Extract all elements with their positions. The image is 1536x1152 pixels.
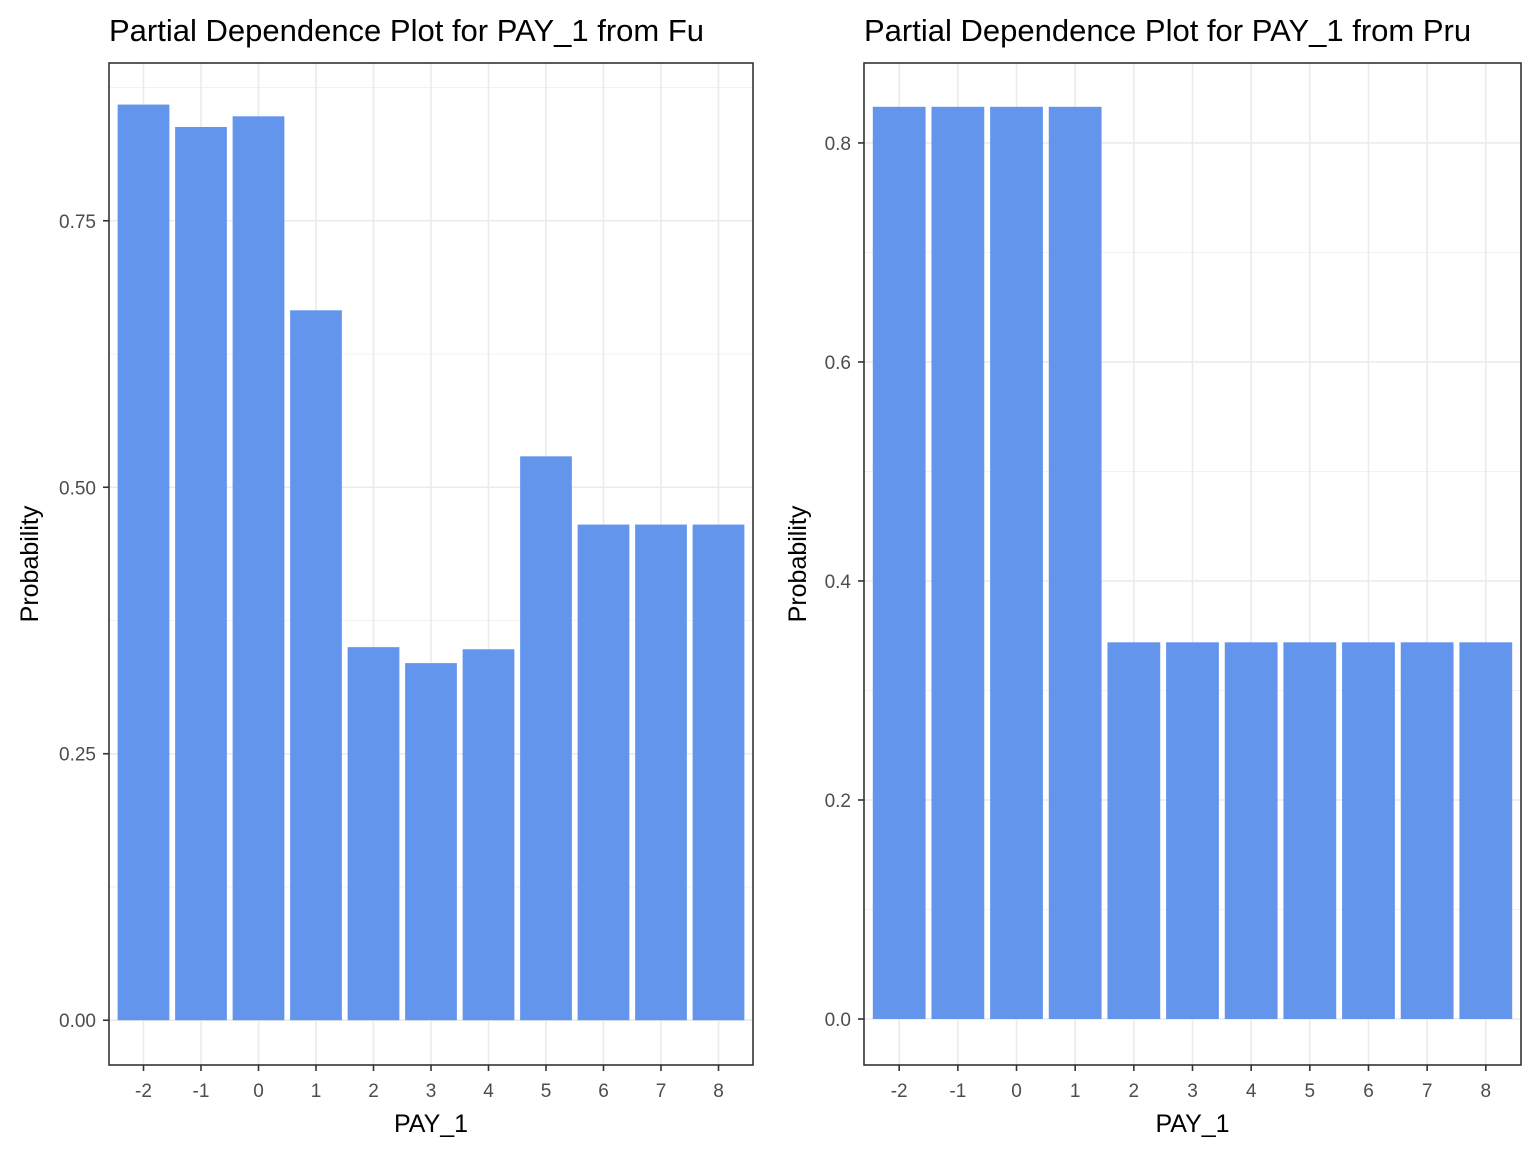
x-tick-label: 7: [656, 1081, 667, 1102]
bar-3: [1166, 642, 1219, 1020]
bar-6: [1342, 642, 1395, 1020]
x-tick-label: 4: [483, 1081, 494, 1102]
x-tick-label: 8: [1481, 1081, 1492, 1102]
y-tick-label: 0.50: [59, 478, 96, 499]
x-tick-label: 3: [1187, 1081, 1198, 1102]
bar--2: [117, 104, 170, 1021]
y-tick-label: 0.25: [59, 745, 96, 766]
chart-panel-fu: 0.00 0.25 0.50 0.75 -2 -1 0 1 2 3 4 5 6 7 8 PAY_1 Probab…: [16, 13, 754, 1138]
x-tick-label: 6: [598, 1081, 609, 1102]
x-tick-label: -1: [193, 1081, 210, 1102]
bar-2: [347, 647, 400, 1021]
y-axis-label: Probability: [16, 505, 44, 622]
x-tick-label: 5: [541, 1081, 552, 1102]
x-tick-label: -2: [891, 1081, 908, 1102]
bar-0: [232, 116, 285, 1021]
bar--1: [175, 126, 227, 1021]
x-tick-label: 1: [1070, 1081, 1081, 1102]
chart-title: Partial Dependence Plot for PAY_1 from F…: [109, 13, 704, 48]
bar-5: [520, 456, 572, 1021]
y-tick-label: 0.8: [825, 134, 851, 155]
bar-8: [692, 524, 745, 1021]
y-tick-label: 0.0: [825, 1010, 851, 1031]
y-tick-label: 0.2: [825, 791, 851, 812]
y-tick-label: 0.6: [825, 353, 851, 374]
bar-6: [577, 524, 630, 1021]
x-tick-label: -1: [949, 1081, 966, 1102]
bar--1: [931, 106, 985, 1020]
x-tick-label: 7: [1422, 1081, 1433, 1102]
x-tick-label: 3: [426, 1081, 437, 1102]
x-tick-label: 5: [1305, 1081, 1316, 1102]
y-tick-label: 0.4: [825, 572, 852, 593]
x-tick-label: 8: [713, 1081, 724, 1102]
bar-4: [462, 649, 515, 1021]
bar-5: [1283, 642, 1337, 1020]
x-tick-label: 4: [1246, 1081, 1257, 1102]
bar-0: [990, 106, 1043, 1020]
x-axis-label: PAY_1: [394, 1110, 468, 1138]
bar-1: [1048, 106, 1102, 1020]
bar-7: [635, 524, 687, 1021]
x-axis-label: PAY_1: [1155, 1110, 1229, 1138]
y-tick-label: 0.75: [59, 212, 96, 233]
y-tick-label: 0.00: [59, 1011, 96, 1032]
x-tick-label: 6: [1363, 1081, 1374, 1102]
bar-2: [1107, 642, 1161, 1020]
x-tick-label: 0: [1011, 1081, 1022, 1102]
chart-panel-pru: 0.0 0.2 0.4 0.6 0.8 -2 -1 0 1 2 3 4 5 6 7 8 PAY_1 Probabi…: [784, 13, 1522, 1138]
bar-4: [1224, 642, 1278, 1020]
bar-3: [405, 663, 457, 1021]
x-tick-label: 2: [1129, 1081, 1140, 1102]
bar-8: [1459, 642, 1513, 1020]
x-tick-label: 1: [311, 1081, 322, 1102]
bar-1: [290, 310, 342, 1021]
chart-title: Partial Dependence Plot for PAY_1 from P…: [864, 13, 1471, 48]
x-tick-label: -2: [135, 1081, 152, 1102]
x-tick-label: 2: [368, 1081, 379, 1102]
bar--2: [872, 106, 926, 1020]
x-tick-label: 0: [253, 1081, 264, 1102]
bar-7: [1400, 642, 1454, 1020]
y-axis-label: Probability: [784, 505, 812, 622]
